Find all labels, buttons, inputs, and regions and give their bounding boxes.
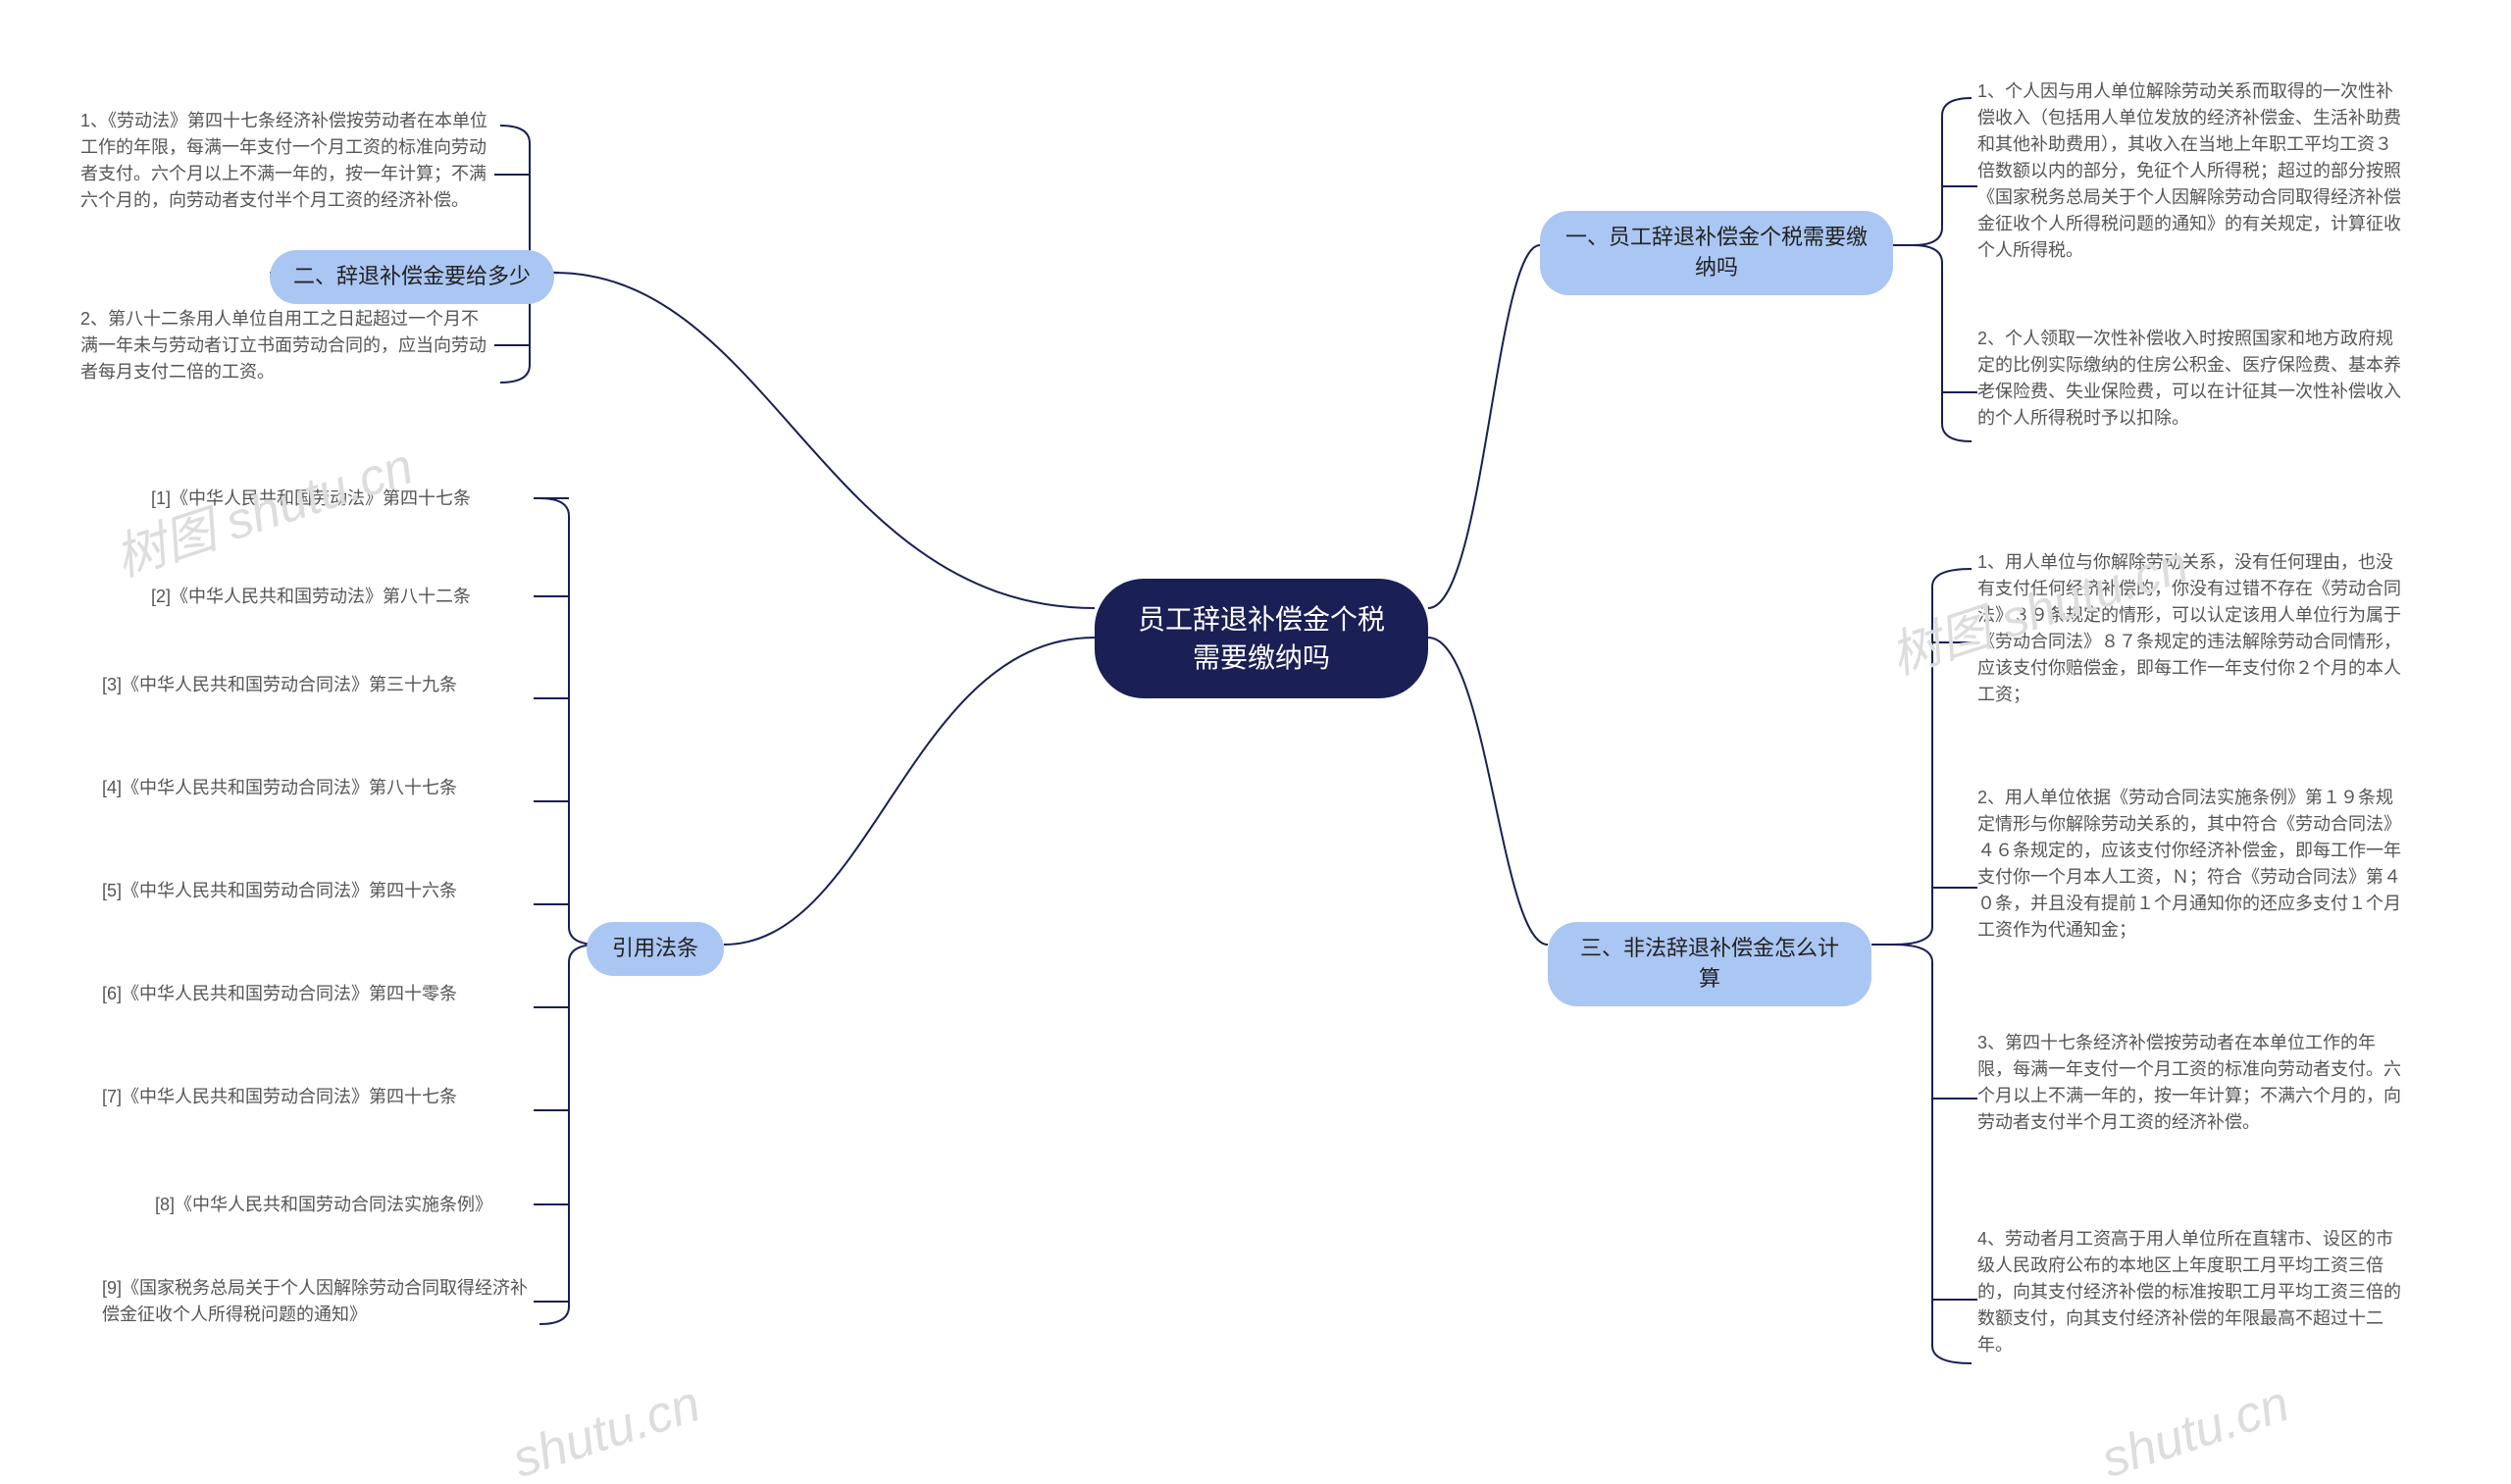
branch-node: 一、员工辞退补偿金个税需要缴纳吗 — [1540, 211, 1893, 295]
root-node: 员工辞退补偿金个税需要缴纳吗 — [1095, 579, 1428, 698]
leaf-node: 1、用人单位与你解除劳动关系，没有任何理由，也没有支付任何经济补偿的，你没有过错… — [1977, 549, 2401, 708]
branch-node: 二、辞退补偿金要给多少 — [270, 250, 554, 304]
branch-label: 三、非法辞退补偿金怎么计算 — [1580, 936, 1839, 991]
branch-node: 引用法条 — [587, 922, 724, 976]
leaf-node: 2、用人单位依据《劳动合同法实施条例》第１９条规定情形与你解除劳动关系的，其中符… — [1977, 785, 2401, 944]
branch-label: 二、辞退补偿金要给多少 — [293, 264, 531, 288]
leaf-node: 1、个人因与用人单位解除劳动关系而取得的一次性补偿收入（包括用人单位发放的经济补… — [1977, 78, 2401, 264]
mindmap-canvas: 员工辞退补偿金个税需要缴纳吗 一、员工辞退补偿金个税需要缴纳吗 1、个人因与用人单… — [0, 0, 2511, 1484]
leaf-node: [7]《中华人民共和国劳动合同法》第四十七条 — [102, 1084, 534, 1110]
branch-label: 一、员工辞退补偿金个税需要缴纳吗 — [1565, 225, 1868, 280]
watermark: shutu.cn — [506, 1374, 707, 1484]
leaf-node: [8]《中华人民共和国劳动合同法实施条例》 — [155, 1192, 534, 1218]
root-text: 员工辞退补偿金个税需要缴纳吗 — [1138, 604, 1385, 673]
leaf-node: [9]《国家税务总局关于个人因解除劳动合同取得经济补偿金征收个人所得税问题的通知… — [102, 1275, 534, 1328]
leaf-node: 2、第八十二条用人单位自用工之日起超过一个月不满一年未与劳动者订立书面劳动合同的… — [80, 306, 492, 385]
watermark: shutu.cn — [2095, 1374, 2296, 1484]
branch-label: 引用法条 — [612, 936, 698, 960]
leaf-node: [2]《中华人民共和国劳动法》第八十二条 — [151, 584, 534, 610]
leaf-node: [5]《中华人民共和国劳动合同法》第四十六条 — [102, 878, 534, 904]
branch-node: 三、非法辞退补偿金怎么计算 — [1548, 922, 1871, 1006]
leaf-node: [1]《中华人民共和国劳动法》第四十七条 — [151, 486, 534, 512]
leaf-node: 4、劳动者月工资高于用人单位所在直辖市、设区的市级人民政府公布的本地区上年度职工… — [1977, 1226, 2401, 1358]
leaf-node: [3]《中华人民共和国劳动合同法》第三十九条 — [102, 672, 534, 698]
leaf-node: [6]《中华人民共和国劳动合同法》第四十零条 — [102, 981, 534, 1007]
leaf-node: [4]《中华人民共和国劳动合同法》第八十七条 — [102, 775, 534, 801]
leaf-node: 2、个人领取一次性补偿收入时按照国家和地方政府规定的比例实际缴纳的住房公积金、医… — [1977, 326, 2401, 432]
leaf-node: 3、第四十七条经济补偿按劳动者在本单位工作的年限，每满一年支付一个月工资的标准向… — [1977, 1030, 2401, 1136]
leaf-node: 1、《劳动法》第四十七条经济补偿按劳动者在本单位工作的年限，每满一年支付一个月工… — [80, 108, 492, 214]
